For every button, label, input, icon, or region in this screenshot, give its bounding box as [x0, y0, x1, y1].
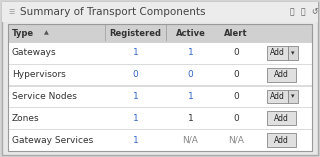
Text: Type: Type [12, 29, 34, 38]
FancyBboxPatch shape [267, 133, 296, 147]
Bar [105, 25, 106, 41]
Text: N/A: N/A [228, 136, 244, 145]
Text: 0: 0 [233, 114, 239, 123]
Text: ▾: ▾ [291, 94, 294, 100]
FancyBboxPatch shape [267, 90, 288, 103]
FancyBboxPatch shape [267, 68, 296, 81]
Bar [8, 85, 312, 86]
Text: Service Nodes: Service Nodes [12, 92, 77, 101]
Text: Add: Add [274, 70, 289, 79]
Text: Add: Add [274, 136, 289, 145]
Text: N/A: N/A [182, 136, 198, 145]
Text: ⧉: ⧉ [290, 8, 294, 16]
Text: 1: 1 [188, 92, 193, 101]
Text: ↺: ↺ [311, 8, 317, 16]
Text: 0: 0 [233, 70, 239, 79]
Text: Registered: Registered [110, 29, 162, 38]
Bar [166, 25, 167, 41]
FancyBboxPatch shape [288, 46, 298, 60]
Text: ☰: ☰ [8, 9, 14, 15]
Bar [8, 24, 312, 42]
Text: 1: 1 [133, 114, 139, 123]
FancyBboxPatch shape [267, 46, 288, 60]
Bar [8, 42, 312, 64]
Bar [8, 86, 312, 107]
FancyBboxPatch shape [267, 111, 296, 125]
Bar [8, 107, 312, 129]
Text: 1: 1 [188, 114, 193, 123]
Text: Add: Add [270, 92, 285, 101]
FancyBboxPatch shape [288, 90, 298, 103]
Text: Gateways: Gateways [12, 48, 57, 57]
Text: 0: 0 [233, 48, 239, 57]
Text: 0: 0 [133, 70, 139, 79]
Text: Summary of Transport Components: Summary of Transport Components [20, 7, 205, 17]
Text: Alert: Alert [224, 29, 248, 38]
Text: Add: Add [270, 48, 285, 57]
Text: 1: 1 [133, 92, 139, 101]
Text: Add: Add [274, 114, 289, 123]
Text: Active: Active [175, 29, 205, 38]
Text: 1: 1 [188, 48, 193, 57]
Bar [8, 64, 312, 86]
Text: 1: 1 [133, 136, 139, 145]
Text: Zones: Zones [12, 114, 40, 123]
Bar [8, 129, 312, 151]
Text: Gateway Services: Gateway Services [12, 136, 93, 145]
Text: 0: 0 [188, 70, 193, 79]
Text: 0: 0 [233, 92, 239, 101]
Text: ▾: ▾ [291, 50, 294, 56]
Text: ⎕: ⎕ [301, 8, 305, 16]
Text: ▲: ▲ [42, 30, 49, 35]
Bar [8, 24, 312, 151]
Bar [2, 2, 318, 22]
Text: 1: 1 [133, 48, 139, 57]
Text: Hypervisors: Hypervisors [12, 70, 66, 79]
Bar [8, 63, 312, 64]
